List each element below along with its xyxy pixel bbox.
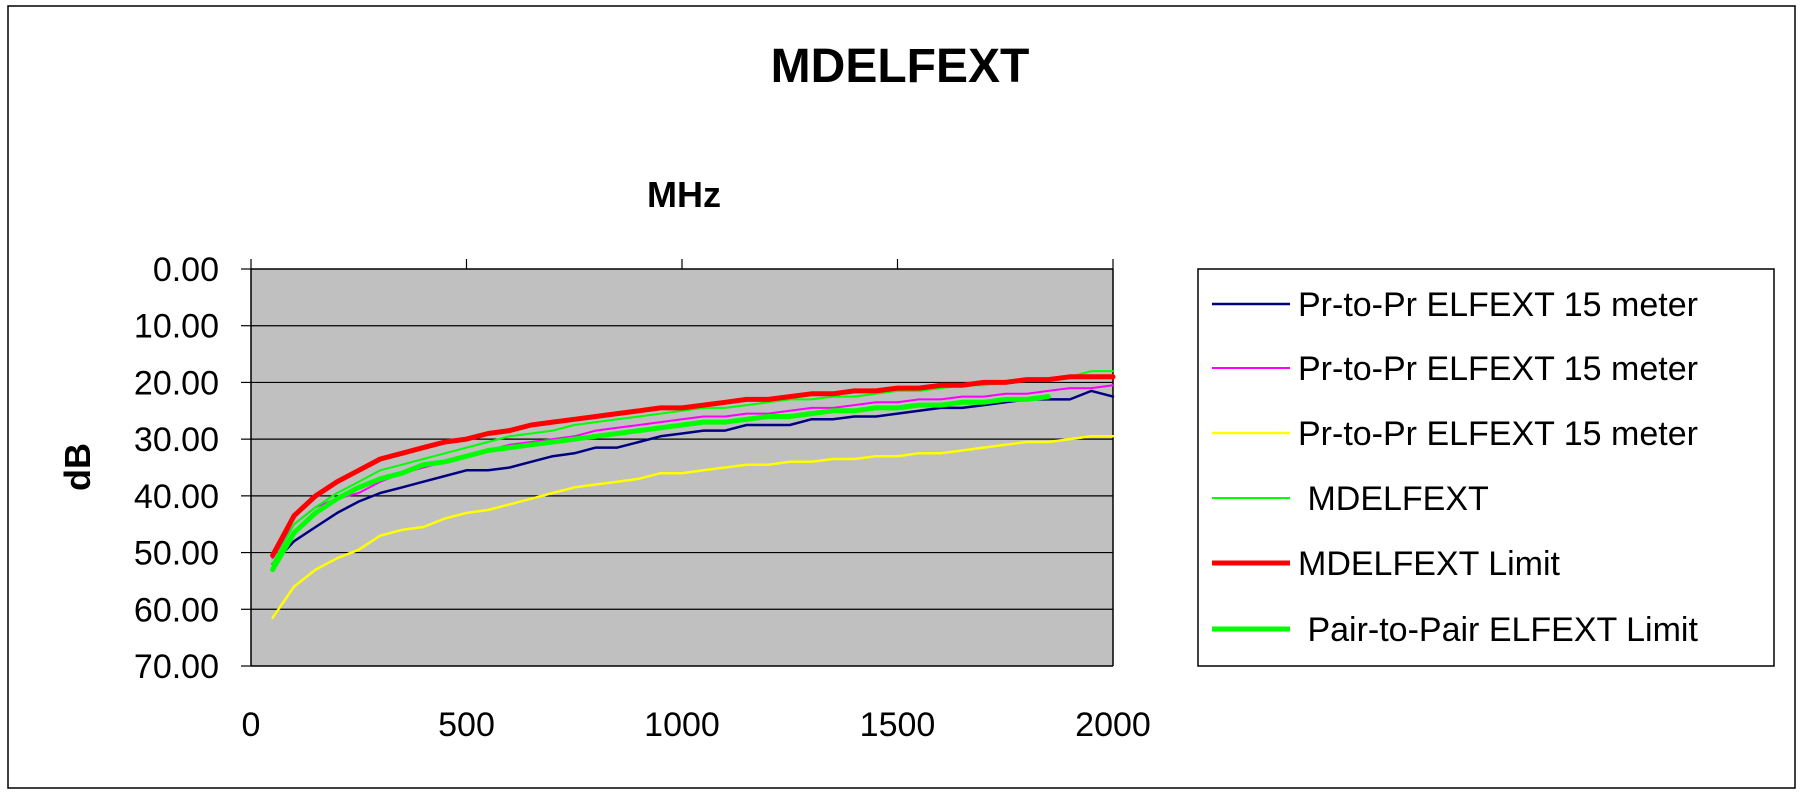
- y-tick-label: 60.00: [134, 591, 219, 629]
- y-tick-label: 40.00: [134, 478, 219, 516]
- y-tick-label: 20.00: [134, 364, 219, 402]
- x-tick-label: 0: [242, 706, 261, 744]
- y-tick-label: 0.00: [153, 251, 219, 289]
- y-tick-label: 30.00: [134, 421, 219, 459]
- x-tick-label: 1500: [860, 706, 936, 744]
- y-tick-label: 50.00: [134, 535, 219, 573]
- x-tick-label: 1000: [644, 706, 720, 744]
- legend-box: [1197, 268, 1775, 667]
- series-line-6: [270, 394, 1051, 573]
- chart-title: MDELFEXT: [771, 40, 1030, 93]
- series-line-5: [270, 374, 1116, 558]
- y-tick-labels: 0.00 10.00 20.00 30.00 40.00 50.00 60.00 70.00: [134, 251, 219, 686]
- x-tick-label: 500: [438, 706, 495, 744]
- legend-label: Pair-to-Pair ELFEXT Limit: [1298, 611, 1698, 649]
- x-axis-label: MHz: [647, 174, 721, 215]
- y-tick-label: 70.00: [134, 648, 219, 686]
- plot-area: [251, 269, 1113, 666]
- y-tick-label: 10.00: [134, 308, 219, 346]
- legend-label: Pr-to-Pr ELFEXT 15 meter: [1298, 350, 1698, 388]
- series-layer: [270, 370, 1116, 620]
- legend: Pr-to-Pr ELFEXT 15 meter Pr-to-Pr ELFEXT …: [1197, 268, 1775, 667]
- legend-label: MDELFEXT Limit: [1298, 545, 1561, 583]
- series-line-3: [271, 435, 1115, 620]
- legend-label: Pr-to-Pr ELFEXT 15 meter: [1298, 415, 1698, 453]
- x-tick-label: 2000: [1075, 706, 1151, 744]
- legend-label: MDELFEXT: [1298, 480, 1489, 518]
- axes: [241, 259, 1114, 667]
- y-axis-label: dB: [57, 443, 98, 491]
- series-line-1: [271, 389, 1115, 566]
- legend-label: Pr-to-Pr ELFEXT 15 meter: [1298, 286, 1698, 324]
- x-tick-labels: 0 500 1000 1500 2000: [242, 706, 1151, 744]
